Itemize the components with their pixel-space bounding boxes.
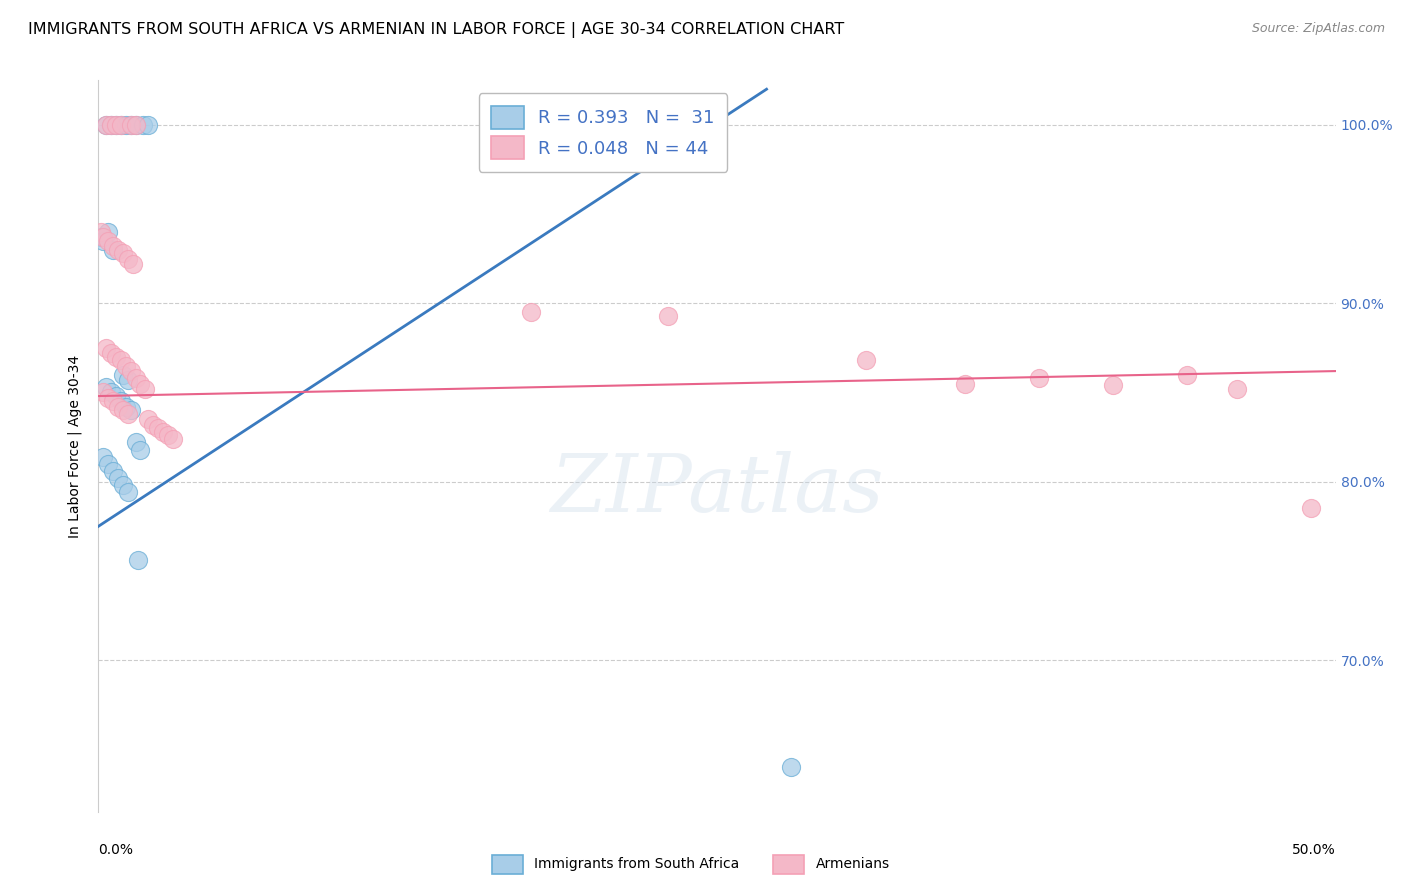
Point — [104, 118, 127, 132]
Point — [1299, 501, 1322, 516]
Text: 0.0%: 0.0% — [98, 843, 134, 857]
Point — [107, 243, 129, 257]
Point — [94, 341, 117, 355]
Point — [124, 118, 146, 132]
Point — [94, 118, 117, 132]
Point — [94, 118, 117, 132]
Point — [93, 230, 115, 244]
Text: IMMIGRANTS FROM SOUTH AFRICA VS ARMENIAN IN LABOR FORCE | AGE 30-34 CORRELATION : IMMIGRANTS FROM SOUTH AFRICA VS ARMENIAN… — [28, 22, 845, 38]
Point — [124, 118, 146, 132]
Point — [112, 478, 135, 492]
Point — [132, 118, 155, 132]
Point — [112, 368, 135, 382]
Point — [129, 376, 152, 391]
Point — [97, 225, 120, 239]
Point — [114, 400, 136, 414]
Point — [657, 309, 679, 323]
Text: ZIPatlas: ZIPatlas — [550, 451, 884, 529]
Point — [134, 382, 156, 396]
Legend: R = 0.393   N =  31, R = 0.048   N = 44: R = 0.393 N = 31, R = 0.048 N = 44 — [478, 93, 727, 172]
Point — [129, 442, 152, 457]
Point — [112, 403, 135, 417]
Point — [107, 400, 129, 414]
Point — [103, 464, 125, 478]
Point — [114, 359, 136, 373]
Point — [120, 403, 142, 417]
Point — [110, 353, 132, 368]
Point — [93, 385, 115, 400]
Point — [110, 118, 132, 132]
Point — [127, 553, 149, 567]
Point — [103, 239, 125, 253]
Point — [120, 118, 142, 132]
Point — [146, 421, 169, 435]
Point — [107, 471, 129, 485]
Point — [117, 373, 139, 387]
Point — [104, 118, 127, 132]
Text: Armenians: Armenians — [815, 857, 890, 871]
Point — [103, 243, 125, 257]
Point — [94, 380, 117, 394]
Point — [97, 457, 120, 471]
Point — [114, 118, 136, 132]
Point — [124, 371, 146, 385]
Point — [162, 432, 184, 446]
Point — [855, 353, 877, 368]
Point — [117, 407, 139, 421]
Point — [97, 234, 120, 248]
Point — [122, 257, 145, 271]
Y-axis label: In Labor Force | Age 30-34: In Labor Force | Age 30-34 — [67, 354, 83, 538]
Point — [97, 391, 120, 405]
Point — [104, 389, 127, 403]
Point — [156, 428, 179, 442]
Point — [117, 485, 139, 500]
Point — [117, 252, 139, 266]
Point — [90, 230, 112, 244]
Point — [110, 394, 132, 409]
Point — [112, 246, 135, 260]
Point — [1028, 371, 1050, 385]
Text: Immigrants from South Africa: Immigrants from South Africa — [534, 857, 740, 871]
Point — [142, 417, 165, 432]
Point — [120, 364, 142, 378]
Point — [780, 760, 803, 774]
Point — [100, 385, 122, 400]
Point — [90, 225, 112, 239]
Point — [104, 350, 127, 364]
Point — [1175, 368, 1198, 382]
Point — [93, 234, 115, 248]
Point — [93, 450, 115, 464]
Point — [136, 412, 159, 426]
Point — [124, 435, 146, 450]
Point — [100, 118, 122, 132]
Point — [100, 346, 122, 360]
Point — [953, 376, 976, 391]
Point — [103, 394, 125, 409]
Point — [520, 305, 543, 319]
Point — [110, 118, 132, 132]
Point — [1102, 378, 1125, 392]
Text: Source: ZipAtlas.com: Source: ZipAtlas.com — [1251, 22, 1385, 36]
Point — [120, 118, 142, 132]
Point — [136, 118, 159, 132]
Text: 50.0%: 50.0% — [1292, 843, 1336, 857]
Point — [100, 118, 122, 132]
Point — [1226, 382, 1249, 396]
Point — [152, 425, 174, 439]
